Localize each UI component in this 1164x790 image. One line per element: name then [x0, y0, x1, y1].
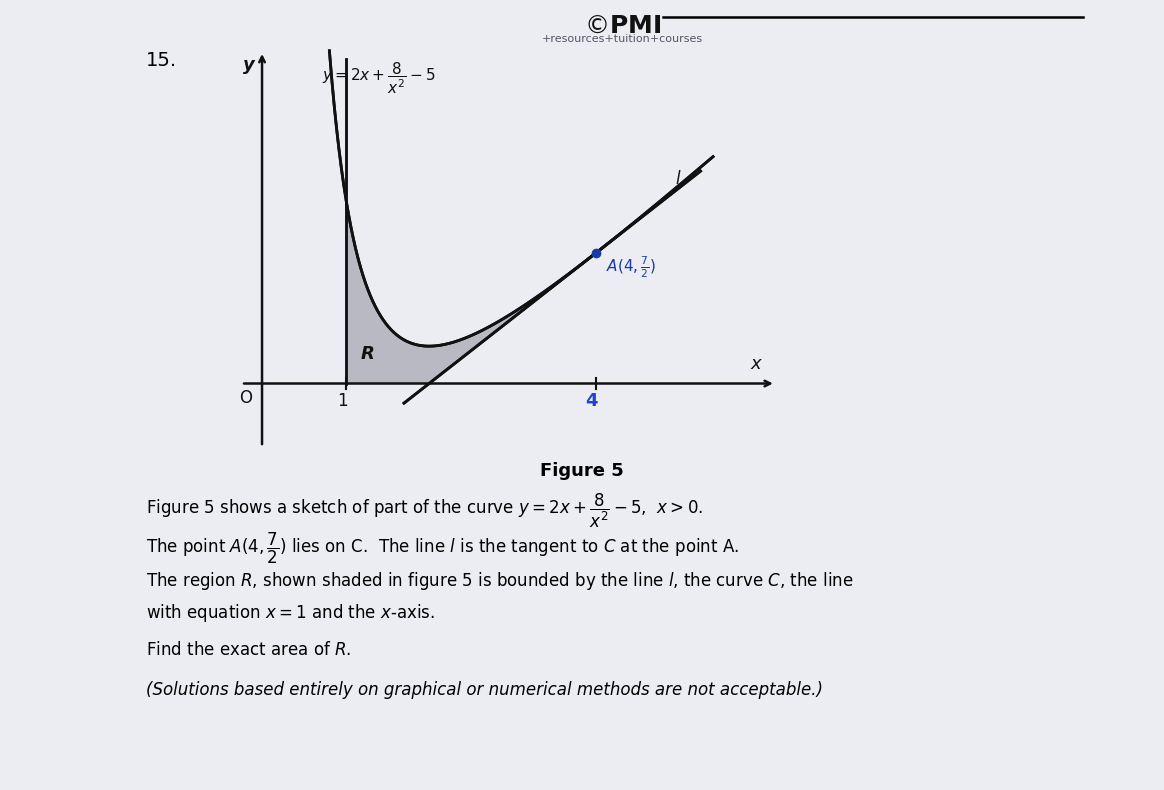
Text: Find the exact area of $R$.: Find the exact area of $R$. [146, 641, 350, 660]
Text: R: R [361, 345, 375, 363]
Text: $A(4,\frac{7}{2})$: $A(4,\frac{7}{2})$ [606, 254, 656, 280]
Text: $\copyright$PMI: $\copyright$PMI [584, 13, 661, 37]
Text: (Solutions based entirely on graphical or numerical methods are not acceptable.): (Solutions based entirely on graphical o… [146, 681, 823, 699]
Text: x: x [751, 356, 761, 374]
Polygon shape [346, 197, 596, 383]
Text: y: y [243, 56, 255, 73]
Text: 15.: 15. [146, 51, 177, 70]
Text: $y = 2x + \dfrac{8}{x^2} - 5$: $y = 2x + \dfrac{8}{x^2} - 5$ [322, 60, 435, 96]
Text: with equation $x = 1$ and the $x$-axis.: with equation $x = 1$ and the $x$-axis. [146, 602, 434, 624]
Text: Figure 5 shows a sketch of part of the curve $y = 2x + \dfrac{8}{x^2} - 5$,  $x : Figure 5 shows a sketch of part of the c… [146, 491, 703, 529]
Text: 1: 1 [338, 392, 348, 410]
Text: 4: 4 [585, 392, 598, 410]
Text: $l$: $l$ [675, 170, 682, 188]
Text: The point $A(4,\dfrac{7}{2})$ lies on C.  The line $l$ is the tangent to $C$ at : The point $A(4,\dfrac{7}{2})$ lies on C.… [146, 531, 738, 566]
Text: Figure 5: Figure 5 [540, 462, 624, 480]
Text: The region $R$, shown shaded in figure 5 is bounded by the line $l$, the curve $: The region $R$, shown shaded in figure 5… [146, 570, 853, 592]
Text: O: O [239, 389, 251, 407]
Text: +resources+tuition+courses: +resources+tuition+courses [542, 34, 703, 44]
